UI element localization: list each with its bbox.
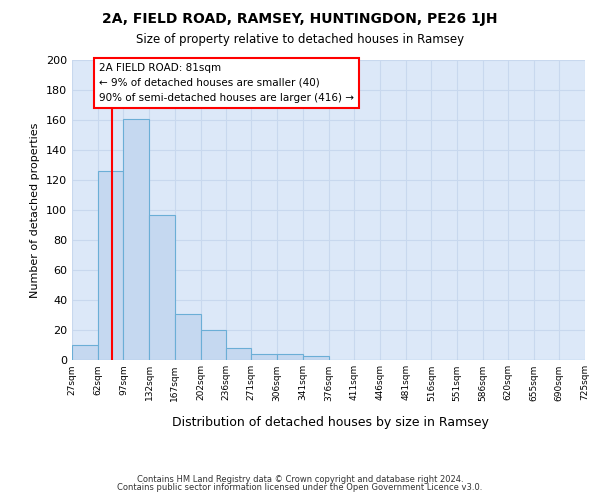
Bar [175,314,200,360]
Text: Distribution of detached houses by size in Ramsey: Distribution of detached houses by size … [172,416,488,429]
Bar [303,356,329,360]
Bar [149,214,175,360]
Bar [98,171,124,360]
Text: Size of property relative to detached houses in Ramsey: Size of property relative to detached ho… [136,32,464,46]
Bar [200,330,226,360]
Bar [251,354,277,360]
Bar [226,348,251,360]
Bar [72,345,98,360]
Bar [124,118,149,360]
Text: Contains public sector information licensed under the Open Government Licence v3: Contains public sector information licen… [118,484,482,492]
Text: 2A FIELD ROAD: 81sqm
← 9% of detached houses are smaller (40)
90% of semi-detach: 2A FIELD ROAD: 81sqm ← 9% of detached ho… [99,63,354,102]
Bar [277,354,303,360]
Text: 2A, FIELD ROAD, RAMSEY, HUNTINGDON, PE26 1JH: 2A, FIELD ROAD, RAMSEY, HUNTINGDON, PE26… [102,12,498,26]
Y-axis label: Number of detached properties: Number of detached properties [31,122,40,298]
Text: Contains HM Land Registry data © Crown copyright and database right 2024.: Contains HM Land Registry data © Crown c… [137,475,463,484]
